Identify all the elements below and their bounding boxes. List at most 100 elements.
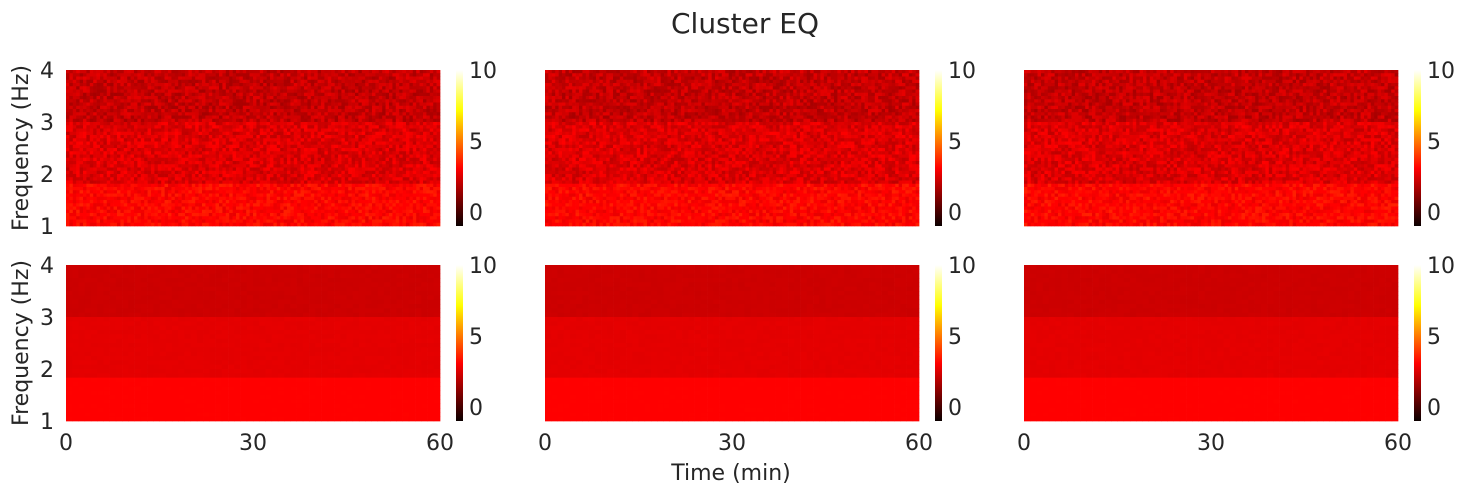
heatmap-cell: [297, 164, 301, 168]
heatmap-cell: [256, 73, 261, 77]
heatmap-cell: [185, 109, 189, 113]
heatmap-cell: [368, 96, 373, 100]
heatmap-cell: [157, 154, 162, 159]
heatmap-cell: [178, 190, 182, 194]
heatmap-cell: [256, 206, 261, 211]
heatmap-cell: [361, 161, 366, 165]
heatmap-cell: [222, 122, 227, 126]
heatmap-cell: [86, 157, 91, 162]
heatmap-cell: [198, 96, 203, 100]
heatmap-cell: [429, 73, 434, 77]
heatmap-cell: [412, 180, 417, 185]
heatmap-cell: [164, 187, 169, 191]
heatmap-cell: [191, 96, 196, 100]
heatmap-cell: [372, 200, 376, 204]
heatmap-cell: [171, 128, 176, 133]
heatmap-cell: [72, 190, 77, 194]
heatmap-cell: [344, 86, 349, 90]
heatmap-cell: [144, 183, 148, 188]
heatmap-cell: [225, 148, 230, 152]
heatmap-cell: [106, 174, 111, 178]
heatmap-cell: [433, 76, 437, 81]
heatmap-cell: [140, 141, 145, 146]
heatmap-cell: [134, 190, 138, 194]
heatmap-cell: [385, 128, 390, 133]
heatmap-cell: [344, 131, 349, 136]
heatmap-cell: [144, 105, 148, 110]
heatmap-cell: [127, 161, 131, 165]
heatmap-cell: [399, 154, 403, 159]
heatmap-cell: [171, 144, 176, 149]
heatmap-cell: [147, 174, 152, 178]
heatmap-cell: [83, 209, 87, 214]
heatmap-cell: [246, 109, 250, 113]
heatmap-cell: [178, 206, 182, 211]
heatmap-cell: [100, 180, 104, 185]
heatmap-cell: [389, 89, 393, 94]
heatmap-cell: [100, 161, 104, 165]
heatmap-cell: [382, 99, 386, 103]
heatmap-cell: [174, 161, 179, 165]
heatmap-cell: [83, 128, 87, 133]
heatmap-cell: [174, 118, 179, 123]
heatmap-cell: [334, 206, 339, 211]
heatmap-cell: [321, 96, 325, 100]
heatmap-cell: [249, 180, 254, 185]
heatmap-cell: [219, 70, 223, 74]
heatmap-cell: [151, 83, 155, 87]
heatmap-cell: [416, 183, 420, 188]
heatmap-cell: [181, 161, 186, 165]
heatmap-cell: [106, 144, 111, 149]
heatmap-cell: [110, 200, 114, 204]
heatmap-cell: [304, 183, 308, 188]
heatmap-cell: [93, 125, 97, 129]
heatmap-cell: [181, 216, 186, 220]
heatmap-cell: [358, 128, 363, 133]
heatmap-cell: [164, 161, 169, 165]
heatmap-cell: [368, 209, 373, 214]
heatmap-cell: [168, 144, 172, 149]
heatmap-cell: [83, 102, 87, 107]
heatmap-cell: [188, 151, 193, 155]
heatmap-cell: [147, 213, 152, 217]
heatmap-cell: [137, 138, 142, 142]
heatmap-cell: [89, 99, 94, 103]
heatmap-cell: [436, 187, 441, 191]
heatmap-cell: [283, 164, 288, 168]
heatmap-cell: [426, 144, 431, 149]
heatmap-cell: [385, 193, 390, 198]
heatmap-cell: [293, 135, 298, 139]
heatmap-cell: [314, 86, 318, 90]
heatmap-cell: [134, 79, 138, 84]
heatmap-cell: [259, 170, 264, 175]
heatmap-cell: [253, 99, 257, 103]
heatmap-cell: [66, 83, 70, 87]
heatmap-cell: [113, 154, 118, 159]
heatmap-cell: [266, 125, 271, 129]
heatmap-cell: [263, 105, 267, 110]
heatmap-cell: [385, 200, 390, 204]
heatmap-cell: [157, 167, 162, 172]
heatmap-cell: [368, 99, 373, 103]
heatmap-cell: [385, 99, 390, 103]
heatmap-cell: [185, 151, 189, 155]
heatmap-cell: [181, 144, 186, 149]
heatmap-cell: [361, 102, 366, 107]
heatmap-cell: [297, 157, 301, 162]
heatmap-cell: [110, 151, 114, 155]
heatmap-cell: [93, 76, 97, 81]
heatmap-cell: [416, 96, 420, 100]
heatmap-cell: [151, 105, 155, 110]
heatmap-cell: [423, 83, 427, 87]
heatmap-cell: [348, 141, 352, 146]
heatmap-cell: [103, 167, 108, 172]
heatmap-cell: [283, 167, 288, 172]
heatmap-cell: [314, 144, 318, 149]
heatmap-cell: [317, 170, 322, 175]
heatmap-cell: [273, 122, 278, 126]
heatmap-cell: [164, 92, 169, 97]
heatmap-cell: [229, 183, 233, 188]
heatmap-cell: [304, 157, 308, 162]
heatmap-cell: [134, 196, 138, 201]
heatmap-cell: [222, 102, 227, 107]
